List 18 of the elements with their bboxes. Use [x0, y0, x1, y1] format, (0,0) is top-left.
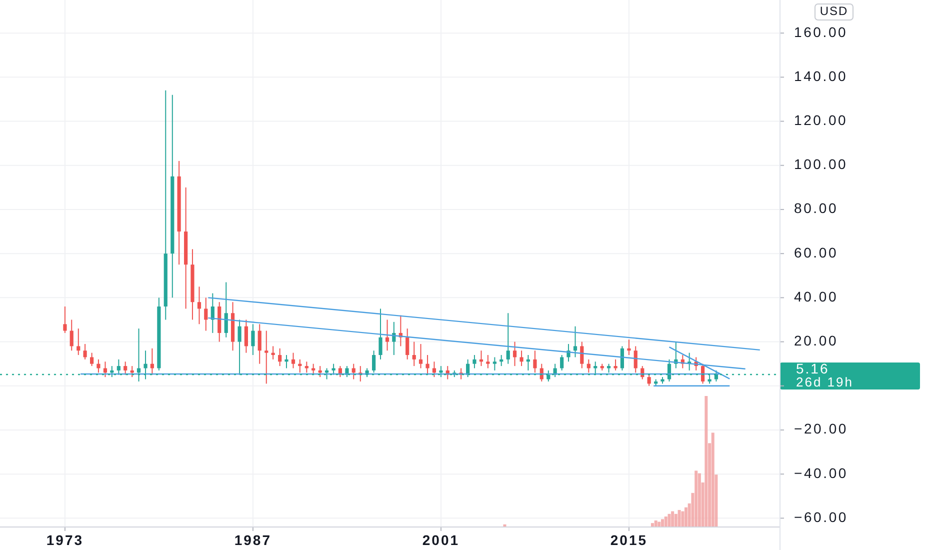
text: 26d 19h: [796, 374, 854, 390]
x-tick-label: 1973: [46, 532, 84, 548]
y-tick-label: 160.00: [794, 24, 848, 40]
y-tick-label: 120.00: [794, 112, 848, 128]
y-tick-label: −40.00: [794, 464, 848, 481]
x-tick-label: 2015: [610, 532, 648, 548]
y-tick-label: 40.00: [794, 288, 838, 304]
y-tick-label: 100.00: [794, 156, 848, 172]
y-tick-label: 20.00: [794, 332, 838, 348]
text: USD: [820, 4, 848, 18]
y-tick-label: 60.00: [794, 244, 838, 260]
y-tick-label: −20.00: [794, 420, 848, 437]
y-tick-label: −60.00: [794, 508, 848, 525]
y-tick-label: 80.00: [794, 200, 838, 216]
y-tick-label: 140.00: [794, 68, 848, 84]
x-tick-label: 2001: [422, 532, 460, 548]
x-tick-label: 1987: [234, 532, 272, 548]
ref-line-label: 5.16: [796, 360, 830, 376]
